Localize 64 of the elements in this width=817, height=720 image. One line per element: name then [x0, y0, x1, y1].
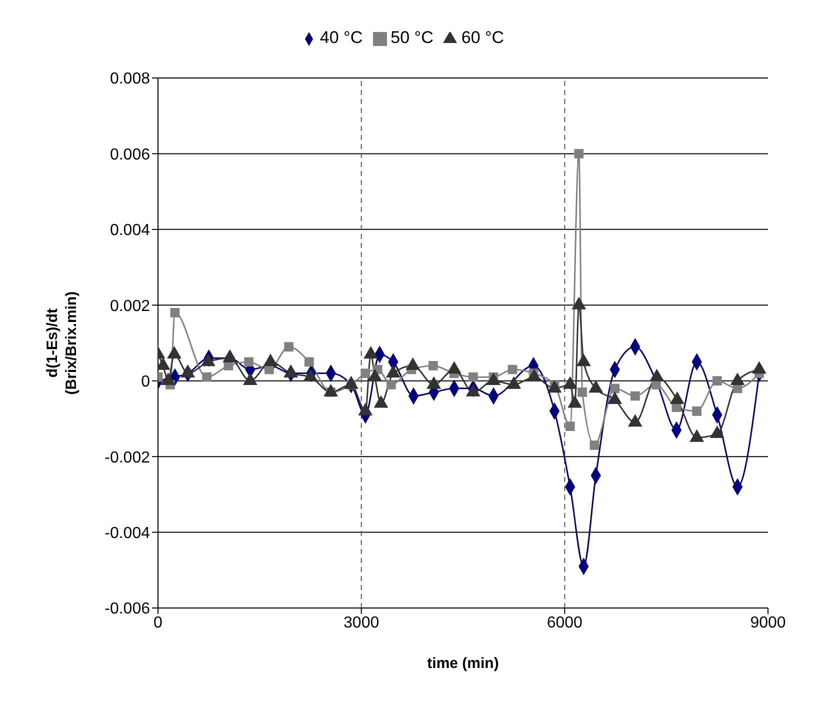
point [752, 362, 766, 374]
point [563, 376, 577, 389]
point [170, 308, 180, 318]
point [527, 369, 542, 382]
point [628, 414, 642, 427]
legend-label: 40 °C [320, 28, 363, 47]
y-tick-label: 0 [141, 374, 150, 391]
y-tick-label: 0.006 [110, 146, 150, 164]
point [202, 372, 212, 382]
point [590, 440, 600, 450]
point [222, 350, 237, 362]
point [712, 376, 722, 386]
point [650, 369, 664, 382]
point [508, 364, 518, 374]
point [447, 362, 462, 374]
point [588, 380, 603, 393]
point [243, 373, 258, 386]
x-tick-label: 0 [154, 614, 163, 632]
y-tick-label: 0.004 [110, 222, 150, 240]
point [486, 373, 500, 386]
point [578, 388, 587, 397]
point [344, 376, 358, 389]
point [244, 357, 254, 367]
point [568, 396, 582, 408]
legend-label: 60 °C [461, 28, 504, 47]
x-axis-title: time (min) [427, 655, 499, 672]
y-tick-label: 0.002 [110, 298, 150, 315]
point [610, 384, 620, 394]
point [161, 373, 176, 386]
point [692, 406, 702, 416]
point [368, 369, 382, 382]
point [710, 426, 724, 438]
point [565, 422, 575, 431]
point [406, 358, 420, 370]
point [651, 380, 661, 390]
y-axis-title: d(1-Es)/dt (Brix/Brix.min) [44, 291, 80, 395]
point [264, 354, 278, 366]
point [630, 391, 640, 401]
x-tick-label: 6000 [546, 614, 583, 632]
x-tick-label: 9000 [750, 614, 786, 632]
y-tick-label: -0.006 [104, 600, 150, 618]
point [374, 396, 388, 408]
point [304, 369, 318, 382]
y-tick-label: 0.008 [110, 70, 150, 88]
point [304, 357, 314, 367]
point [284, 342, 294, 352]
point [576, 354, 590, 366]
point [506, 376, 521, 389]
point [548, 380, 562, 393]
legend-label: 50 °C [390, 28, 434, 47]
point [427, 376, 441, 389]
y-tick-label: -0.004 [104, 524, 150, 542]
point [730, 373, 744, 386]
point [364, 346, 378, 359]
point [201, 354, 216, 366]
point [360, 368, 370, 378]
x-tick-label: 3000 [344, 614, 380, 632]
point [386, 380, 396, 390]
point [167, 346, 182, 359]
y-tick-label: -0.002 [104, 449, 150, 466]
point [468, 372, 478, 382]
point [572, 297, 586, 310]
point [428, 361, 438, 370]
point [574, 149, 584, 158]
